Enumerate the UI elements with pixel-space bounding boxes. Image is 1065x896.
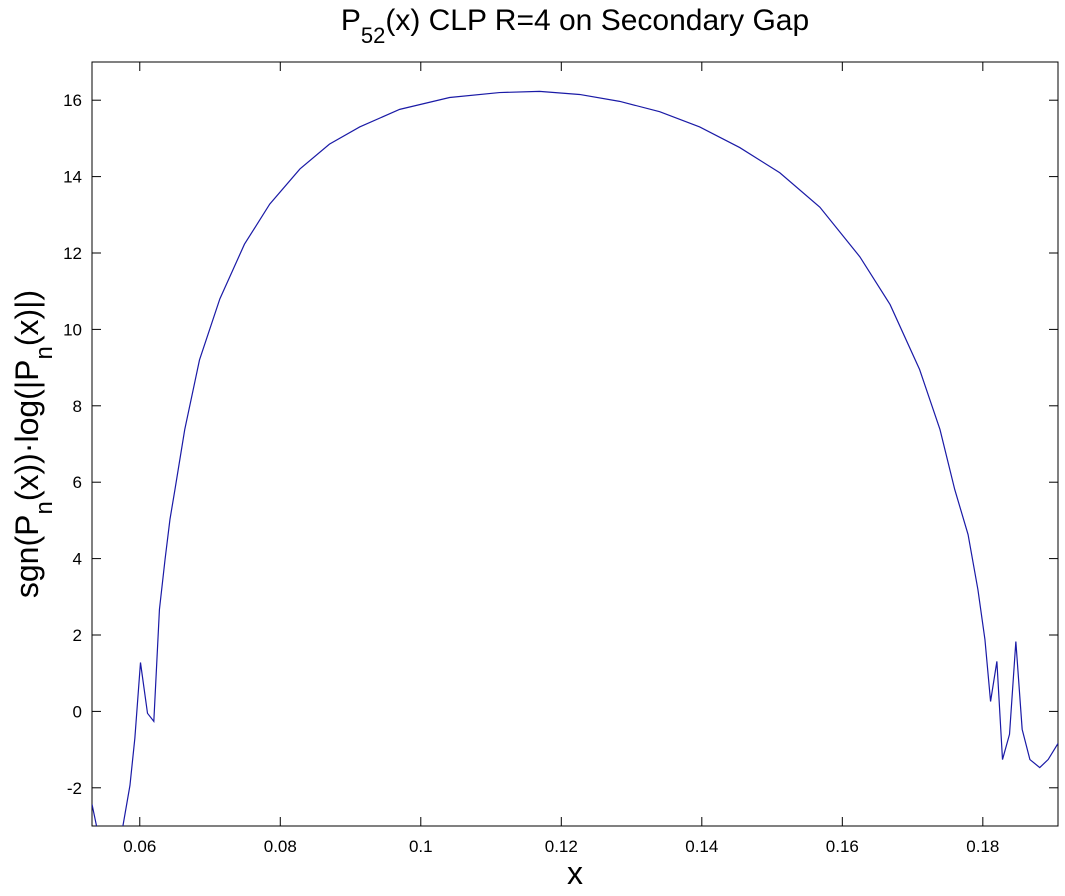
x-tick-label: 0.08 [264, 837, 297, 856]
x-tick-label: 0.16 [826, 837, 859, 856]
text-part: P [341, 4, 361, 37]
x-tick-label: 0.12 [545, 837, 578, 856]
y-tick-label: 12 [63, 244, 82, 263]
chart-title: P52(x) CLP R=4 on Secondary Gap [341, 4, 809, 48]
y-tick-label: 14 [63, 168, 82, 187]
x-axis-label: x [567, 855, 583, 891]
y-tick-label: -2 [67, 779, 82, 798]
text-part: 52 [361, 23, 385, 48]
data-line [92, 90, 1058, 826]
plot-area [91, 61, 1059, 827]
text-part: (x) CLP R=4 on Secondary Gap [385, 4, 809, 37]
x-tick-label: 0.06 [123, 837, 156, 856]
y-tick-label: 4 [73, 550, 82, 569]
y-tick-label: 0 [73, 702, 82, 721]
y-tick-label: 2 [73, 626, 82, 645]
text-part: (x)|) [9, 290, 45, 346]
text-part: n [31, 346, 58, 359]
text-part: n [31, 501, 58, 514]
y-axis-label: sgn(Pn(x))·log(|Pn(x)|) [9, 290, 58, 598]
x-tick-label: 0.1 [409, 837, 433, 856]
y-tick-label: 6 [73, 473, 82, 492]
text-part: sgn(P [9, 515, 45, 599]
text-part: (x))·log(|P [9, 360, 45, 502]
y-tick-label: 8 [73, 397, 82, 416]
x-tick-label: 0.18 [966, 837, 999, 856]
x-tick-label: 0.14 [685, 837, 718, 856]
y-tick-label: 10 [63, 320, 82, 339]
y-tick-label: 16 [63, 91, 82, 110]
